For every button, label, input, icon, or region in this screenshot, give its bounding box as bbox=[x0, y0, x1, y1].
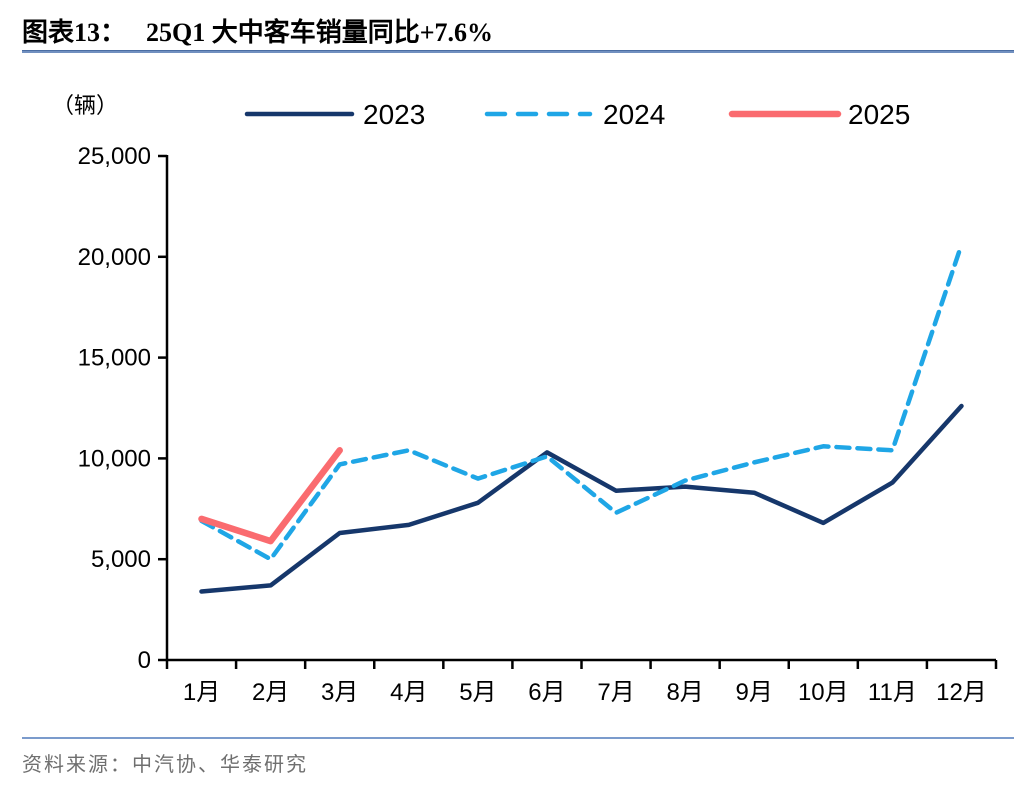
footer-divider bbox=[22, 737, 1014, 739]
y-axis-unit-label: （辆） bbox=[52, 93, 118, 118]
figure-label: 图表13： bbox=[22, 18, 127, 47]
x-axis-tick-label: 11月 bbox=[868, 679, 917, 706]
y-axis-tick-label: 20,000 bbox=[78, 244, 151, 271]
x-axis-tick-label: 12月 bbox=[936, 679, 987, 706]
y-axis-tick-label: 25,000 bbox=[78, 143, 151, 170]
x-axis-tick-label: 8月 bbox=[666, 679, 703, 706]
x-axis-tick-label: 3月 bbox=[321, 679, 358, 706]
x-axis-tick-label: 10月 bbox=[798, 679, 849, 706]
x-axis-tick-label: 7月 bbox=[597, 679, 634, 706]
series-line-2024 bbox=[199, 242, 964, 562]
x-axis-tick-label: 9月 bbox=[736, 679, 773, 706]
legend-label-2025: 2025 bbox=[848, 99, 910, 130]
series-line-2023 bbox=[199, 403, 964, 594]
y-axis-tick-label: 5,000 bbox=[91, 546, 151, 573]
x-axis-tick-label: 1月 bbox=[183, 679, 220, 706]
x-axis-tick-label: 5月 bbox=[459, 679, 496, 706]
axis-lines bbox=[165, 155, 996, 662]
y-axis-tick-label: 0 bbox=[138, 647, 151, 674]
legend-label-2023: 2023 bbox=[363, 99, 425, 130]
y-axis-tick-label: 10,000 bbox=[78, 445, 151, 472]
title-divider bbox=[22, 50, 1014, 53]
x-axis-tick-label: 6月 bbox=[528, 679, 565, 706]
legend-label-2024: 2024 bbox=[603, 99, 665, 130]
series-line-2025 bbox=[198, 447, 343, 545]
figure-title: 25Q1 大中客车销量同比+7.6% bbox=[146, 18, 494, 47]
y-axis-tick-label: 15,000 bbox=[78, 345, 151, 372]
x-axis-tick-label: 2月 bbox=[252, 679, 289, 706]
source-note: 资料来源：中汽协、华泰研究 bbox=[22, 754, 308, 776]
figure-header: 图表13： 25Q1 大中客车销量同比+7.6% bbox=[22, 12, 1014, 49]
x-axis-tick-label: 4月 bbox=[390, 679, 427, 706]
